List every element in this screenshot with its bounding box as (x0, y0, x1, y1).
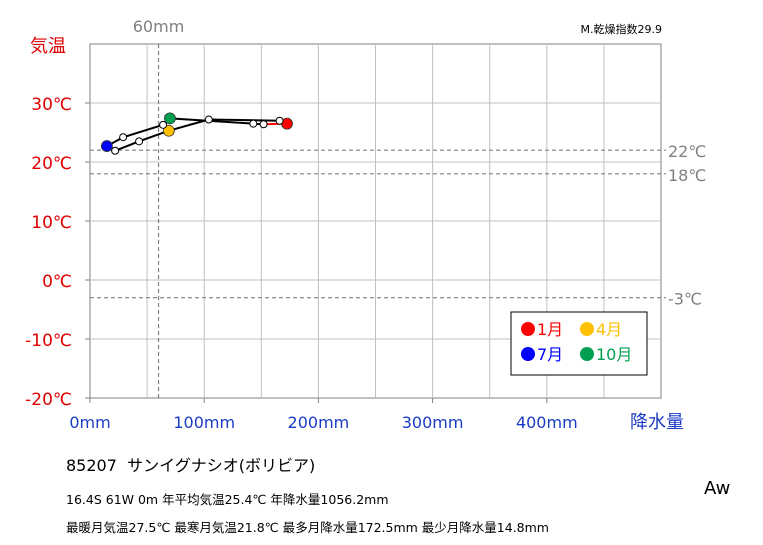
reference-label: 18℃ (668, 166, 706, 185)
grid-lines (90, 44, 661, 398)
legend: 1月 4月 7月 10月 (510, 311, 648, 376)
reference-lines: 60mm 22℃ 18℃ -3℃ (90, 17, 706, 398)
x-axis-ticks: 0mm 100mm 200mm 300mm 400mm (69, 398, 578, 432)
y-tick-label: 10℃ (31, 213, 72, 233)
station-code: 85207 (66, 456, 117, 475)
x-tick-label: 300mm (402, 413, 464, 432)
legend-box (510, 311, 648, 376)
y-tick-label: 30℃ (31, 95, 72, 115)
legend-label-1: 1月 (537, 320, 563, 339)
stats-line-2: 最暖月気温27.5℃ 最寒月気温21.8℃ 最多月降水量172.5mm 最少月降… (66, 520, 549, 535)
legend-label-10: 10月 (596, 345, 632, 364)
y-axis-title: 気温 (30, 36, 66, 57)
legend-label-4: 4月 (596, 320, 622, 339)
station-name: サンイグナシオ(ボリビア) (127, 456, 316, 475)
x-tick-label: 100mm (173, 413, 235, 432)
reference-label: 60mm (133, 17, 185, 36)
month-marker-7 (101, 140, 113, 152)
stats-line-1: 16.4S 61W 0m 年平均気温25.4℃ 年降水量1056.2mm (66, 492, 389, 507)
x-tick-label: 400mm (516, 413, 578, 432)
legend-marker-7 (521, 347, 535, 361)
legend-marker-10 (580, 347, 594, 361)
climate-line-segment (114, 140, 140, 152)
month-marker-8 (119, 133, 128, 142)
month-marker-9 (159, 120, 168, 129)
y-tick-label: 20℃ (31, 154, 72, 174)
y-tick-label: -20℃ (25, 390, 72, 410)
x-axis-title: 降水量 (630, 412, 684, 433)
month-marker-3 (204, 115, 213, 124)
climate-line-segment (208, 118, 280, 122)
reference-label: 22℃ (668, 142, 706, 161)
y-tick-label: 0℃ (42, 272, 72, 292)
legend-marker-4 (580, 322, 594, 336)
x-tick-label: 200mm (288, 413, 350, 432)
y-axis-ticks: 30℃ 20℃ 10℃ 0℃ -10℃ -20℃ (25, 95, 90, 410)
month-marker-5 (135, 137, 144, 146)
climate-line-segment (122, 123, 164, 139)
station-title: 85207 サンイグナシオ(ボリビア) (66, 452, 315, 476)
month-marker-10 (164, 112, 176, 125)
month-marker-11 (249, 119, 258, 128)
legend-marker-1 (521, 322, 535, 336)
month-marker-4 (162, 124, 175, 137)
month-marker-12 (259, 120, 268, 129)
month-marker-6 (111, 146, 120, 155)
reference-label: -3℃ (668, 290, 702, 309)
y-tick-label: -10℃ (25, 331, 72, 351)
climate-line (101, 112, 293, 155)
legend-label-7: 7月 (537, 345, 563, 364)
x-tick-label: 0mm (69, 413, 110, 432)
month-marker-2 (275, 116, 284, 125)
climate-code: Aw (704, 478, 731, 499)
dryness-index-label: M.乾燥指数29.9 (581, 22, 662, 36)
